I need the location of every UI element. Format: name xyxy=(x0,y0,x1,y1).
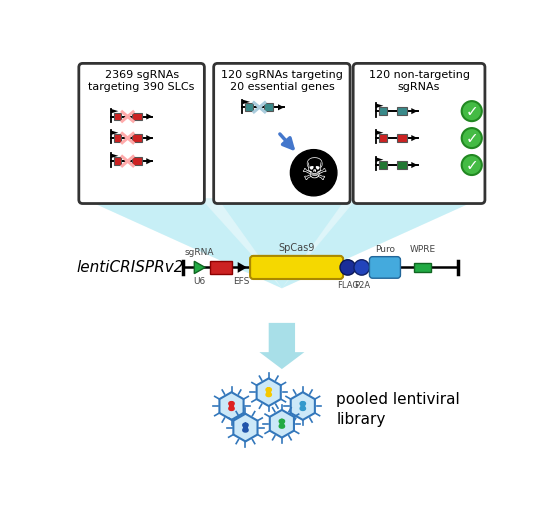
Polygon shape xyxy=(376,157,383,162)
Text: 120 non-targeting
sgRNAs: 120 non-targeting sgRNAs xyxy=(368,70,470,92)
Text: SpCas9: SpCas9 xyxy=(278,243,315,253)
Bar xyxy=(379,107,387,115)
Polygon shape xyxy=(111,109,118,114)
Text: U6: U6 xyxy=(194,277,206,287)
Text: WPRE: WPRE xyxy=(410,245,436,253)
Polygon shape xyxy=(146,114,152,120)
Text: sgRNA: sgRNA xyxy=(185,248,214,258)
Text: ✓: ✓ xyxy=(465,104,478,119)
Bar xyxy=(245,103,253,111)
Polygon shape xyxy=(278,104,284,110)
Text: EFS: EFS xyxy=(233,277,250,287)
Polygon shape xyxy=(111,154,118,158)
Polygon shape xyxy=(411,108,417,114)
Polygon shape xyxy=(282,198,481,288)
Text: pooled lentiviral
library: pooled lentiviral library xyxy=(336,392,460,427)
Text: Puro: Puro xyxy=(375,245,395,253)
Polygon shape xyxy=(411,162,417,168)
Bar xyxy=(264,103,273,111)
Circle shape xyxy=(354,260,370,275)
FancyBboxPatch shape xyxy=(353,64,485,204)
Polygon shape xyxy=(218,198,346,288)
Bar xyxy=(133,134,141,142)
Polygon shape xyxy=(291,392,315,420)
Polygon shape xyxy=(243,100,250,104)
Text: lentiCRISPRv2: lentiCRISPRv2 xyxy=(76,260,184,275)
Text: ✓: ✓ xyxy=(465,131,478,146)
Text: ✓: ✓ xyxy=(465,157,478,173)
Polygon shape xyxy=(376,130,383,135)
Polygon shape xyxy=(238,262,247,273)
Polygon shape xyxy=(194,261,205,274)
Polygon shape xyxy=(233,414,257,441)
Bar xyxy=(397,107,406,115)
Circle shape xyxy=(290,150,337,196)
FancyBboxPatch shape xyxy=(370,257,400,278)
Bar xyxy=(397,161,406,169)
Text: ☠: ☠ xyxy=(300,157,327,186)
FancyBboxPatch shape xyxy=(250,256,343,279)
Text: FLAG: FLAG xyxy=(337,280,359,290)
Polygon shape xyxy=(260,323,304,369)
Polygon shape xyxy=(146,135,152,141)
FancyBboxPatch shape xyxy=(79,64,205,204)
Bar xyxy=(414,263,431,272)
FancyBboxPatch shape xyxy=(213,64,350,204)
Polygon shape xyxy=(270,410,294,438)
Bar xyxy=(379,134,387,142)
Bar xyxy=(133,112,141,120)
Bar xyxy=(114,134,122,142)
Circle shape xyxy=(461,101,482,121)
Circle shape xyxy=(461,128,482,148)
Polygon shape xyxy=(82,198,282,288)
Bar xyxy=(133,157,141,165)
Polygon shape xyxy=(411,135,417,141)
Polygon shape xyxy=(146,158,152,164)
Bar xyxy=(114,157,122,165)
Circle shape xyxy=(461,155,482,175)
Bar xyxy=(379,161,387,169)
Polygon shape xyxy=(111,130,118,135)
Polygon shape xyxy=(376,103,383,108)
Polygon shape xyxy=(82,198,481,288)
Text: 120 sgRNAs targeting
20 essential genes: 120 sgRNAs targeting 20 essential genes xyxy=(221,70,343,92)
Bar xyxy=(210,261,232,274)
Bar xyxy=(397,134,406,142)
Polygon shape xyxy=(257,378,281,406)
Bar xyxy=(114,112,122,120)
Text: 2369 sgRNAs
targeting 390 SLCs: 2369 sgRNAs targeting 390 SLCs xyxy=(89,70,195,92)
Polygon shape xyxy=(219,392,244,420)
Circle shape xyxy=(340,260,355,275)
Text: P2A: P2A xyxy=(354,280,370,290)
